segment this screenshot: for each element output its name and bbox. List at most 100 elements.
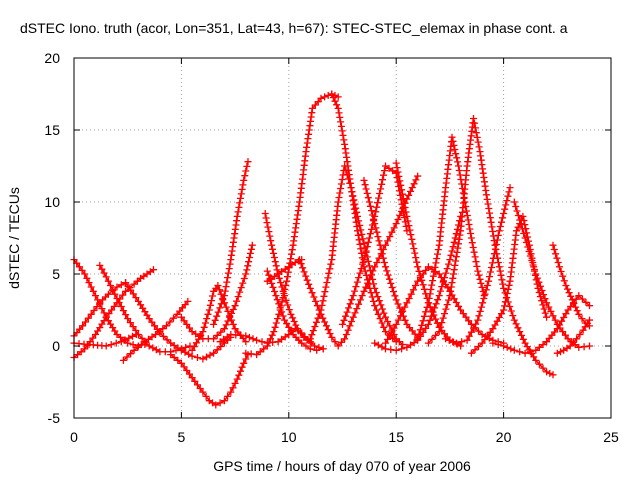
data-point — [202, 319, 209, 327]
data-point — [386, 322, 394, 330]
data-point — [575, 292, 583, 300]
data-point — [433, 255, 441, 262]
data-point — [533, 274, 541, 282]
data-point — [565, 289, 573, 297]
data-point — [107, 341, 115, 349]
data-point — [541, 295, 549, 303]
data-point — [324, 91, 332, 99]
data-point — [321, 93, 329, 101]
series-1 — [70, 256, 149, 350]
data-point — [560, 277, 568, 285]
data-point — [284, 301, 292, 309]
data-point — [386, 233, 394, 241]
data-point — [104, 290, 112, 298]
data-point — [432, 259, 440, 267]
data-point — [366, 266, 374, 274]
data-point — [550, 246, 558, 253]
data-point — [188, 328, 196, 336]
data-point — [83, 274, 91, 282]
data-point — [336, 189, 344, 197]
data-point — [475, 343, 482, 350]
data-point — [333, 101, 341, 109]
data-point — [311, 342, 319, 350]
y-tick-label: 5 — [52, 266, 60, 282]
data-point — [506, 184, 514, 192]
axis-ticks: 0 5 10 15 20 25 -5 0 5 10 15 20 — [44, 50, 619, 445]
data-point — [549, 312, 557, 320]
data-point — [245, 258, 253, 266]
data-point — [293, 325, 301, 333]
data-point — [119, 291, 127, 299]
data-point — [248, 241, 256, 249]
data-point — [366, 284, 374, 292]
data-point — [390, 288, 397, 296]
data-point — [382, 263, 389, 271]
data-point — [442, 305, 450, 313]
data-point — [93, 303, 101, 311]
data-point — [380, 309, 388, 317]
data-point — [277, 279, 285, 287]
data-point — [269, 283, 277, 291]
data-point — [429, 277, 437, 285]
data-point — [464, 216, 472, 224]
data-point — [453, 154, 461, 162]
data-point — [357, 265, 365, 273]
data-point — [278, 283, 286, 291]
data-point — [486, 328, 494, 336]
data-point — [231, 302, 239, 310]
data-point — [412, 176, 420, 184]
data-point — [337, 118, 345, 126]
data-point — [420, 312, 428, 320]
data-point — [549, 241, 557, 249]
data-point — [184, 297, 192, 305]
data-point — [446, 256, 454, 264]
data-point — [163, 336, 171, 344]
data-point — [319, 345, 327, 353]
data-point — [402, 208, 410, 216]
data-point — [311, 323, 319, 330]
data-point — [400, 199, 408, 207]
data-point — [384, 318, 392, 325]
data-point — [437, 287, 444, 295]
data-point — [216, 399, 224, 407]
data-point — [383, 267, 391, 275]
data-point — [553, 320, 561, 328]
data-point — [578, 295, 586, 303]
data-point — [123, 353, 131, 361]
data-point — [384, 271, 392, 279]
data-point — [324, 326, 332, 334]
data-point — [282, 281, 290, 289]
data-point — [389, 167, 397, 175]
data-point — [246, 254, 253, 261]
data-point — [365, 280, 373, 288]
data-point — [79, 322, 87, 330]
data-point — [366, 202, 374, 210]
data-point — [188, 374, 196, 382]
data-point — [356, 269, 364, 277]
data-point — [385, 164, 393, 172]
data-point — [314, 314, 322, 322]
data-point — [268, 331, 276, 339]
data-point — [358, 230, 366, 238]
series-32 — [382, 263, 508, 347]
data-point — [303, 276, 311, 284]
data-point — [554, 259, 562, 266]
data-point — [212, 401, 220, 409]
data-point — [205, 306, 213, 314]
data-point — [98, 265, 106, 273]
data-point — [453, 225, 461, 233]
data-point — [271, 323, 279, 331]
data-point — [272, 292, 280, 300]
data-point — [104, 277, 112, 285]
data-point — [263, 219, 271, 227]
data-point — [364, 238, 372, 246]
series-8 — [177, 241, 256, 343]
series-26 — [442, 184, 514, 347]
data-point — [564, 306, 572, 314]
data-point — [170, 342, 178, 349]
data-point — [107, 282, 114, 289]
data-point — [121, 336, 129, 344]
data-point — [509, 312, 517, 320]
data-point — [268, 241, 276, 249]
data-point — [155, 328, 163, 336]
